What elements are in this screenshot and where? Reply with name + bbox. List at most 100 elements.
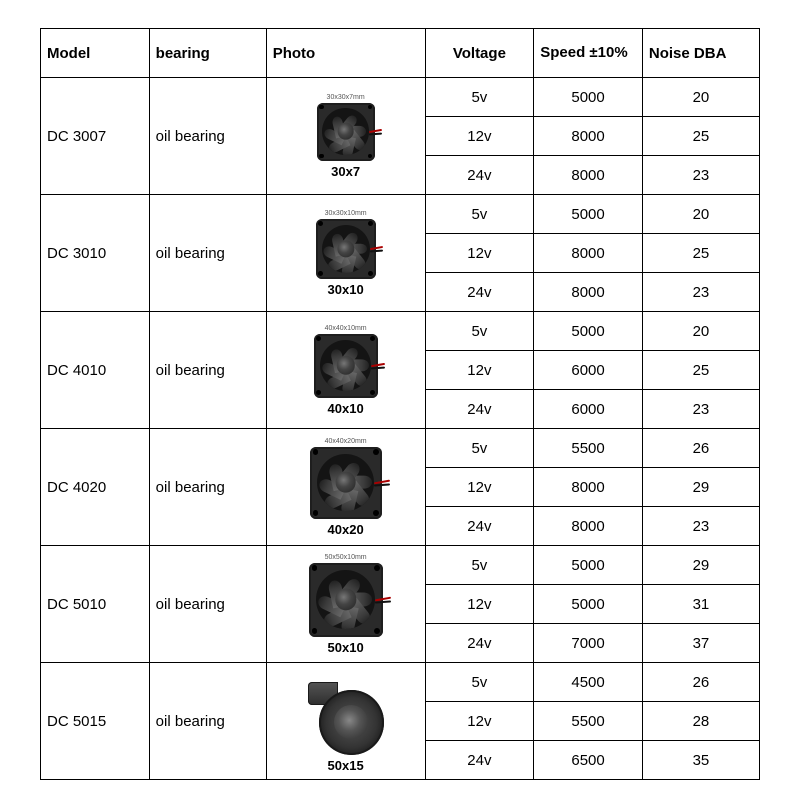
fan-spec-table: Model bearing Photo Voltage Speed ±10% N… bbox=[40, 28, 760, 780]
photo-size-label: 50x15 bbox=[328, 758, 364, 773]
voltage-cell: 24v bbox=[425, 156, 534, 195]
noise-cell: 31 bbox=[642, 585, 759, 624]
noise-cell: 26 bbox=[642, 429, 759, 468]
table-row: DC 3010oil bearing30x30x10mm30x105v50002… bbox=[41, 195, 760, 234]
speed-cell: 6000 bbox=[534, 390, 643, 429]
noise-cell: 28 bbox=[642, 702, 759, 741]
table-row: DC 5015oil bearing50x155v450026 bbox=[41, 663, 760, 702]
voltage-cell: 12v bbox=[425, 585, 534, 624]
voltage-cell: 5v bbox=[425, 78, 534, 117]
voltage-cell: 24v bbox=[425, 273, 534, 312]
photo-cell: 30x30x10mm 30x10 bbox=[266, 195, 425, 312]
bearing-cell: oil bearing bbox=[149, 78, 266, 195]
speed-cell: 8000 bbox=[534, 273, 643, 312]
col-bearing: bearing bbox=[149, 29, 266, 78]
voltage-cell: 24v bbox=[425, 507, 534, 546]
noise-cell: 25 bbox=[642, 117, 759, 156]
photo-dimensions-label: 30x30x7mm bbox=[327, 94, 365, 102]
noise-cell: 20 bbox=[642, 78, 759, 117]
photo-size-label: 30x7 bbox=[331, 164, 360, 179]
noise-cell: 23 bbox=[642, 156, 759, 195]
noise-cell: 26 bbox=[642, 663, 759, 702]
speed-cell: 4500 bbox=[534, 663, 643, 702]
fan-icon bbox=[314, 334, 378, 398]
photo-dimensions-label: 50x50x10mm bbox=[325, 554, 367, 562]
photo-cell: 40x40x20mm40x20 bbox=[266, 429, 425, 546]
noise-cell: 23 bbox=[642, 507, 759, 546]
model-cell: DC 5010 bbox=[41, 546, 150, 663]
fan-icon bbox=[310, 447, 382, 519]
speed-cell: 8000 bbox=[534, 507, 643, 546]
voltage-cell: 24v bbox=[425, 624, 534, 663]
speed-cell: 5000 bbox=[534, 195, 643, 234]
fan-icon bbox=[317, 103, 375, 161]
speed-cell: 8000 bbox=[534, 117, 643, 156]
photo-cell: 30x30x7mm 30x7 bbox=[266, 78, 425, 195]
bearing-cell: oil bearing bbox=[149, 546, 266, 663]
model-cell: DC 3007 bbox=[41, 78, 150, 195]
speed-cell: 5000 bbox=[534, 78, 643, 117]
photo-dimensions-label: 30x30x10mm bbox=[325, 210, 367, 218]
photo-size-label: 30x10 bbox=[328, 282, 364, 297]
model-cell: DC 4020 bbox=[41, 429, 150, 546]
voltage-cell: 5v bbox=[425, 312, 534, 351]
photo-cell: 40x40x10mm 40x10 bbox=[266, 312, 425, 429]
fan-icon bbox=[316, 219, 376, 279]
photo-size-label: 50x10 bbox=[328, 640, 364, 655]
model-cell: DC 4010 bbox=[41, 312, 150, 429]
voltage-cell: 12v bbox=[425, 351, 534, 390]
noise-cell: 37 bbox=[642, 624, 759, 663]
bearing-cell: oil bearing bbox=[149, 312, 266, 429]
speed-cell: 6500 bbox=[534, 741, 643, 780]
voltage-cell: 12v bbox=[425, 702, 534, 741]
model-cell: DC 3010 bbox=[41, 195, 150, 312]
fan-icon bbox=[309, 563, 383, 637]
speed-cell: 6000 bbox=[534, 351, 643, 390]
table-row: DC 4020oil bearing40x40x20mm40x205v55002… bbox=[41, 429, 760, 468]
table-body: DC 3007oil bearing30x30x7mm30x75v5000201… bbox=[41, 78, 760, 780]
page: Model bearing Photo Voltage Speed ±10% N… bbox=[0, 0, 800, 808]
voltage-cell: 5v bbox=[425, 546, 534, 585]
col-speed: Speed ±10% bbox=[534, 29, 643, 78]
header-row: Model bearing Photo Voltage Speed ±10% N… bbox=[41, 29, 760, 78]
photo-size-label: 40x10 bbox=[328, 401, 364, 416]
speed-cell: 5500 bbox=[534, 429, 643, 468]
voltage-cell: 12v bbox=[425, 117, 534, 156]
noise-cell: 25 bbox=[642, 351, 759, 390]
table-row: DC 5010oil bearing50x50x10mm50x105v50002… bbox=[41, 546, 760, 585]
noise-cell: 25 bbox=[642, 234, 759, 273]
speed-cell: 8000 bbox=[534, 468, 643, 507]
col-noise: Noise DBA bbox=[642, 29, 759, 78]
noise-cell: 20 bbox=[642, 195, 759, 234]
noise-cell: 29 bbox=[642, 546, 759, 585]
voltage-cell: 5v bbox=[425, 429, 534, 468]
voltage-cell: 5v bbox=[425, 663, 534, 702]
voltage-cell: 12v bbox=[425, 468, 534, 507]
photo-dimensions-label: 40x40x10mm bbox=[325, 325, 367, 333]
photo-size-label: 40x20 bbox=[328, 522, 364, 537]
speed-cell: 5500 bbox=[534, 702, 643, 741]
bearing-cell: oil bearing bbox=[149, 429, 266, 546]
speed-cell: 5000 bbox=[534, 312, 643, 351]
noise-cell: 35 bbox=[642, 741, 759, 780]
noise-cell: 20 bbox=[642, 312, 759, 351]
speed-cell: 5000 bbox=[534, 585, 643, 624]
speed-cell: 5000 bbox=[534, 546, 643, 585]
voltage-cell: 5v bbox=[425, 195, 534, 234]
photo-cell: 50x15 bbox=[266, 663, 425, 780]
model-cell: DC 5015 bbox=[41, 663, 150, 780]
bearing-cell: oil bearing bbox=[149, 663, 266, 780]
noise-cell: 29 bbox=[642, 468, 759, 507]
voltage-cell: 24v bbox=[425, 741, 534, 780]
speed-cell: 7000 bbox=[534, 624, 643, 663]
voltage-cell: 12v bbox=[425, 234, 534, 273]
col-model: Model bbox=[41, 29, 150, 78]
noise-cell: 23 bbox=[642, 273, 759, 312]
bearing-cell: oil bearing bbox=[149, 195, 266, 312]
col-voltage: Voltage bbox=[425, 29, 534, 78]
voltage-cell: 24v bbox=[425, 390, 534, 429]
table-row: DC 3007oil bearing30x30x7mm30x75v500020 bbox=[41, 78, 760, 117]
speed-cell: 8000 bbox=[534, 234, 643, 273]
photo-cell: 50x50x10mm 50x10 bbox=[266, 546, 425, 663]
table-row: DC 4010oil bearing40x40x10mm40x105v50002… bbox=[41, 312, 760, 351]
